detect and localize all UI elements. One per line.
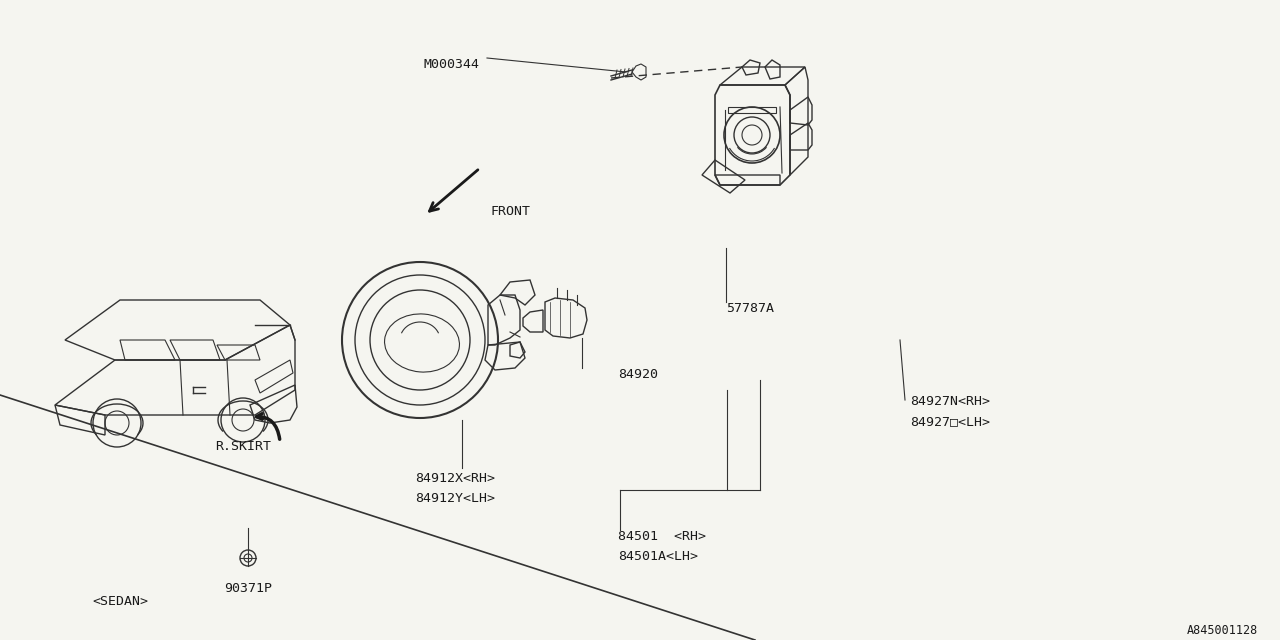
- Text: 84501  <RH>: 84501 <RH>: [618, 530, 707, 543]
- Text: A845001128: A845001128: [1187, 624, 1258, 637]
- Text: 84927N<RH>: 84927N<RH>: [910, 395, 989, 408]
- Text: <SEDAN>: <SEDAN>: [92, 595, 148, 608]
- Text: 84920: 84920: [618, 368, 658, 381]
- Text: 84927□<LH>: 84927□<LH>: [910, 415, 989, 428]
- Text: 84912Y<LH>: 84912Y<LH>: [415, 492, 495, 505]
- Text: 84501A<LH>: 84501A<LH>: [618, 550, 698, 563]
- Text: FRONT: FRONT: [490, 205, 530, 218]
- Text: 90371P: 90371P: [224, 582, 273, 595]
- Text: 57787A: 57787A: [726, 302, 774, 315]
- Text: R.SKIRT: R.SKIRT: [215, 440, 271, 453]
- Text: 84912X<RH>: 84912X<RH>: [415, 472, 495, 485]
- Text: M000344: M000344: [424, 58, 480, 71]
